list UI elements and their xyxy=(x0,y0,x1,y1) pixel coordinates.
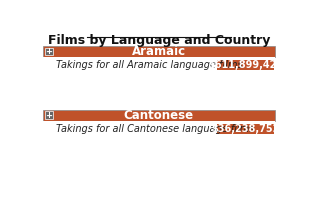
Text: +: + xyxy=(45,47,52,56)
FancyBboxPatch shape xyxy=(217,60,274,70)
FancyBboxPatch shape xyxy=(45,112,53,119)
Text: +: + xyxy=(45,111,52,120)
FancyBboxPatch shape xyxy=(217,124,274,134)
Text: Takings for all Aramaic language films: Takings for all Aramaic language films xyxy=(56,60,242,70)
FancyBboxPatch shape xyxy=(43,46,275,57)
Text: Films by Language and Country: Films by Language and Country xyxy=(48,34,270,47)
FancyBboxPatch shape xyxy=(43,57,275,74)
Text: Takings for all Cantonese language films: Takings for all Cantonese language films xyxy=(56,124,254,134)
FancyBboxPatch shape xyxy=(43,110,275,121)
Text: $611,899,420: $611,899,420 xyxy=(208,60,283,70)
Text: Cantonese: Cantonese xyxy=(124,109,194,122)
FancyBboxPatch shape xyxy=(43,121,275,138)
Text: Aramaic: Aramaic xyxy=(132,45,186,58)
Text: $36,238,752: $36,238,752 xyxy=(211,124,280,134)
FancyBboxPatch shape xyxy=(45,47,53,55)
